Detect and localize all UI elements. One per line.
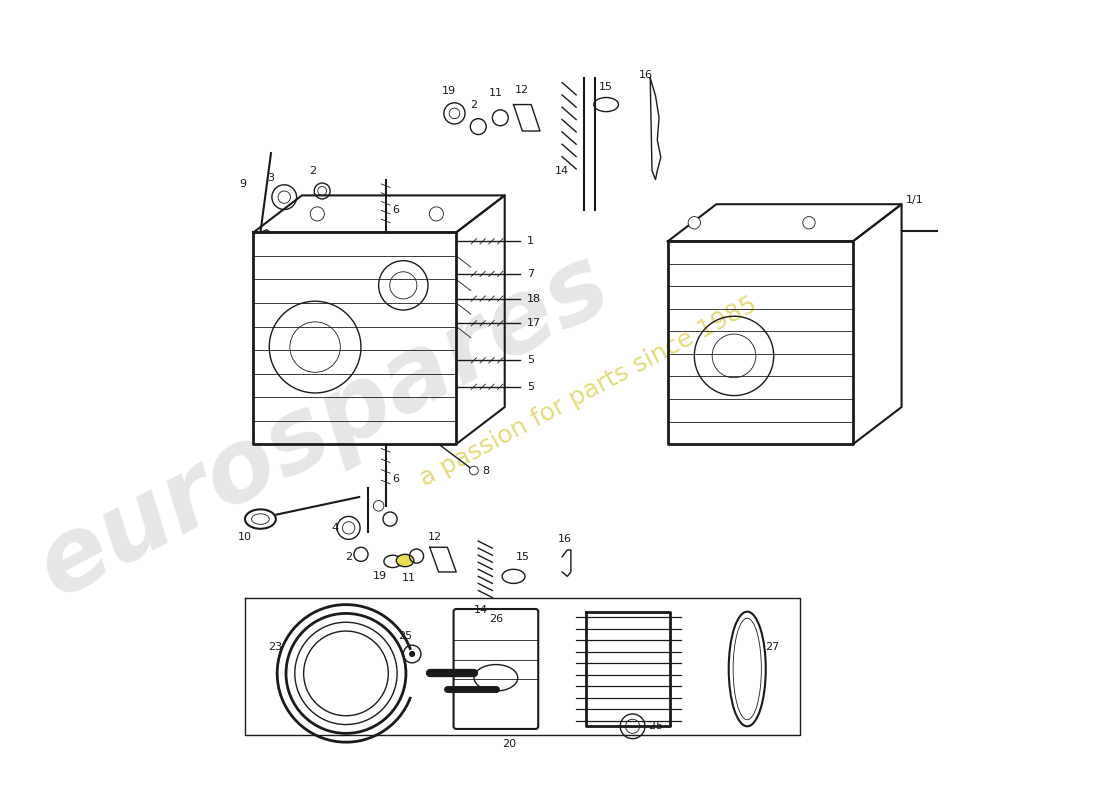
Ellipse shape xyxy=(396,554,414,566)
Text: 16: 16 xyxy=(639,70,652,81)
Text: 19: 19 xyxy=(373,571,386,582)
Text: 14: 14 xyxy=(556,166,569,176)
Text: -25: -25 xyxy=(646,722,664,731)
Text: a passion for parts since 1985: a passion for parts since 1985 xyxy=(416,292,761,490)
Text: 15: 15 xyxy=(600,82,613,92)
Text: 14: 14 xyxy=(474,605,488,615)
FancyBboxPatch shape xyxy=(453,609,538,729)
Text: 23: 23 xyxy=(268,642,283,652)
Text: 5: 5 xyxy=(527,355,534,366)
Text: 15: 15 xyxy=(516,552,529,562)
Text: 3: 3 xyxy=(267,173,275,182)
Text: 9: 9 xyxy=(239,179,246,189)
Text: 11: 11 xyxy=(488,88,503,98)
Text: 5: 5 xyxy=(527,382,534,392)
Text: 10: 10 xyxy=(238,532,252,542)
Circle shape xyxy=(689,217,701,229)
Text: 12: 12 xyxy=(428,532,442,542)
Circle shape xyxy=(429,207,443,221)
Text: 6: 6 xyxy=(393,206,399,215)
Text: 16: 16 xyxy=(558,534,572,544)
Text: 11: 11 xyxy=(402,573,416,583)
Text: 1: 1 xyxy=(527,236,534,246)
Circle shape xyxy=(803,217,815,229)
Text: 4: 4 xyxy=(331,523,338,533)
Text: 2: 2 xyxy=(345,552,352,562)
Text: 2: 2 xyxy=(471,99,477,110)
Circle shape xyxy=(409,651,415,657)
Circle shape xyxy=(470,466,478,475)
Text: 12: 12 xyxy=(515,85,529,94)
Text: 6: 6 xyxy=(393,474,399,484)
Text: 20: 20 xyxy=(502,739,516,749)
Circle shape xyxy=(310,207,324,221)
Text: 2: 2 xyxy=(309,166,316,176)
Text: 19: 19 xyxy=(442,86,456,96)
Circle shape xyxy=(373,501,384,511)
Text: 7: 7 xyxy=(527,269,534,279)
Text: 25: 25 xyxy=(398,631,412,642)
Text: 18: 18 xyxy=(527,294,541,303)
Text: eurospares: eurospares xyxy=(22,235,626,618)
Text: 8: 8 xyxy=(483,466,490,475)
Text: 26: 26 xyxy=(488,614,503,624)
Text: 27: 27 xyxy=(764,642,779,652)
Text: 1/1: 1/1 xyxy=(906,195,924,205)
Text: 17: 17 xyxy=(527,318,541,328)
